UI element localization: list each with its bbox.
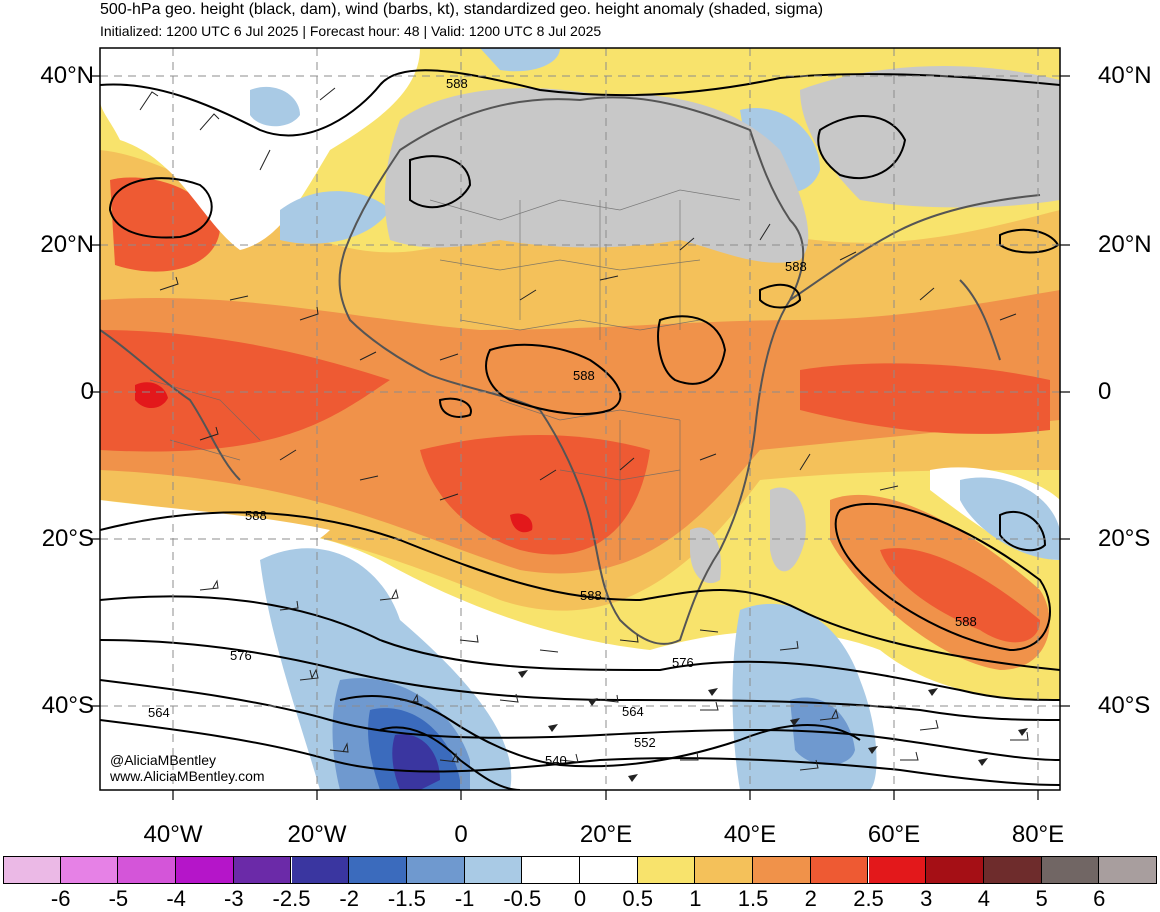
colorbar-swatch: [3, 856, 61, 884]
masked-land-arabia: [800, 66, 1060, 208]
contour-label: 564: [148, 705, 170, 720]
colorbar-swatch: [868, 856, 927, 884]
lon-label: 40°W: [143, 821, 203, 848]
colorbar-swatch: [926, 856, 984, 884]
wind-barbs: [139, 87, 1029, 771]
colorbar-label: -2.5: [272, 886, 311, 911]
lon-label: 20°W: [287, 821, 347, 848]
colorbar-label: 0.5: [622, 886, 653, 911]
colorbar-label: -6: [50, 886, 71, 911]
lat-label-left: 20°S: [41, 525, 94, 552]
colorbar-swatch: [580, 856, 638, 884]
colorbar-swatch: [810, 856, 869, 884]
graticule: [100, 48, 1060, 790]
lat-label-right: 20°N: [1098, 231, 1152, 258]
colorbar-label: -1: [454, 886, 475, 911]
contour-label: 588: [245, 508, 267, 523]
credit-website: www.AliciaMBentley.com: [110, 768, 265, 784]
colorbar-swatch: [118, 856, 177, 884]
contour-label: 540: [545, 753, 567, 768]
neutral-north-atlantic: [100, 48, 420, 250]
lat-label-left: 20°N: [40, 231, 94, 258]
lon-label: 80°E: [1011, 821, 1065, 848]
colorbar-label: 4: [977, 886, 991, 911]
anomaly-band-2: [100, 290, 1060, 574]
colorbar-label: -1.5: [387, 886, 426, 911]
colorbar-label: -4: [166, 886, 186, 911]
colorbar-swatch: [176, 856, 234, 884]
colorbar-label: -0.5: [503, 886, 542, 911]
colorbar-label: 6: [1093, 886, 1106, 911]
colorbar-label: -3: [224, 886, 244, 911]
colorbar-swatch: [464, 856, 523, 884]
lon-label: 20°E: [579, 821, 633, 848]
contour-label: 588: [446, 76, 468, 91]
map-subtitle: Initialized: 1200 UTC 6 Jul 2025 | Forec…: [100, 23, 602, 39]
colorbar-label: -2: [339, 886, 359, 911]
contour-label: 576: [672, 655, 694, 670]
contour-label: 588: [580, 588, 602, 603]
colorbar-label: 2.5: [853, 886, 884, 911]
lat-label-right: 20°S: [1098, 525, 1151, 552]
colorbar-swatch: [753, 856, 811, 884]
colorbar-swatch: [349, 856, 407, 884]
lon-label: 0: [454, 821, 468, 848]
colorbar-swatch: [60, 856, 119, 884]
contour-label: 588: [573, 368, 595, 383]
coastlines: [100, 96, 1041, 645]
colorbar-swatch: [1099, 856, 1157, 884]
colorbar-swatch: [1041, 856, 1100, 884]
contour-label: 576: [230, 648, 252, 663]
contour-label: 552: [634, 735, 656, 750]
map-title: 500-hPa geo. height (black, dam), wind (…: [100, 1, 824, 18]
colorbar-swatch: [522, 856, 580, 884]
neg-anomaly-north-top: [480, 48, 560, 72]
neutral-southwest: [100, 500, 330, 580]
anomaly-band-2-5-b: [420, 435, 650, 555]
colorbar-swatch: [637, 856, 696, 884]
lat-label-right: 40°S: [1098, 692, 1151, 719]
contour-label: 588: [785, 259, 807, 274]
neg-anomaly-east: [960, 477, 1060, 560]
anomaly-band-2-5-d: [110, 177, 220, 272]
colorbar-swatch: [695, 856, 754, 884]
colorbar-swatch: [233, 856, 292, 884]
colorbar-swatch: [983, 856, 1042, 884]
neg-anomaly-north-atlantic: [250, 86, 300, 127]
credit-handle: @AliciaMBentley: [110, 752, 217, 768]
lat-label-right: 0: [1098, 378, 1112, 405]
lat-label-left: 40°N: [40, 62, 94, 89]
lon-label: 40°E: [723, 821, 777, 848]
lat-label-left: 0: [80, 378, 94, 405]
masked-land-mozambique: [690, 527, 721, 584]
colorbar-swatch: [291, 856, 350, 884]
colorbar-label: 3: [920, 886, 933, 911]
colorbar-label: -5: [108, 886, 129, 911]
masked-land-madagascar: [770, 487, 806, 572]
height-contours: [100, 69, 1060, 790]
anomaly-indian-ocean-core: [880, 548, 1040, 643]
colorbar-label: 1.5: [737, 886, 769, 911]
neg-anomaly-west-africa-north: [280, 191, 390, 244]
lat-label-left: 40°S: [41, 692, 94, 719]
masked-land-north-africa: [384, 88, 809, 263]
colorbar-label: 2: [804, 886, 817, 911]
map-frame: [99, 47, 1061, 791]
colorbar-label: 5: [1035, 886, 1048, 911]
anomaly-band-2-5-c: [800, 363, 1050, 434]
lat-label-right: 40°N: [1098, 62, 1152, 89]
lon-label: 60°E: [867, 821, 921, 848]
colorbar-swatch: [406, 856, 465, 884]
contour-label: 588: [955, 614, 977, 629]
colorbar-label: 1: [689, 886, 702, 911]
neg-anomaly-south-atlantic-min: [392, 734, 440, 790]
axis-ticks: [90, 75, 1070, 800]
colorbar-label: 0: [573, 886, 587, 911]
contour-label: 564: [622, 704, 644, 719]
